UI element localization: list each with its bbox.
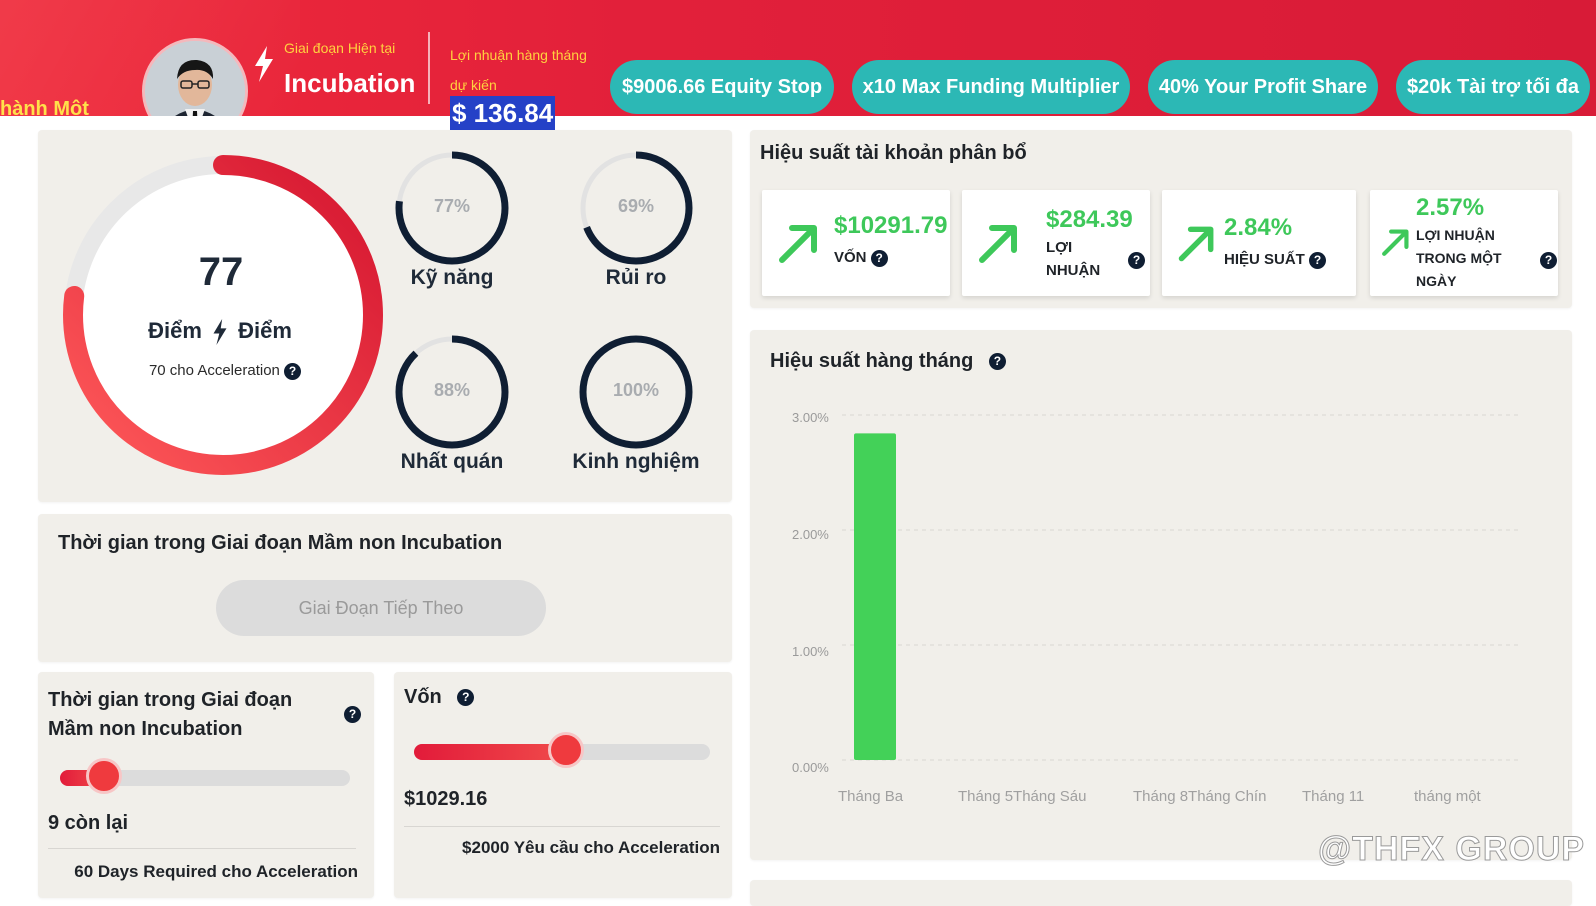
help-icon[interactable]: ? [344, 706, 361, 723]
score-unit: Điểm Điểm [140, 318, 300, 346]
arrow-up-right-icon [1178, 226, 1214, 262]
consistency-label: Nhất quán [400, 450, 504, 473]
help-icon[interactable]: ? [284, 362, 302, 380]
capital-progress-fill [414, 744, 567, 760]
equity-stop-pill[interactable]: $9006.66 Equity Stop [610, 60, 834, 114]
help-icon[interactable]: ? [1540, 252, 1557, 269]
top-header: hành Một Giai đoạn Hiện tại Incubation L… [0, 0, 1596, 116]
stat-profit-label: LỢI NHUẬN [1046, 239, 1101, 279]
x-tick-label: Tháng Ba [838, 788, 904, 805]
risk-label: Rủi ro [605, 266, 667, 289]
days-progress-handle[interactable] [85, 758, 122, 794]
capital-title-text: Vốn [404, 686, 442, 708]
current-phase-label: Giai đoạn Hiện tại [284, 40, 396, 56]
consistency-ring-progress [395, 335, 509, 449]
days-progress-track [60, 770, 350, 786]
arrow-up-right-icon [1382, 229, 1409, 256]
lightning-icon [255, 46, 273, 82]
stat-performance-value: 2.84% [1224, 214, 1293, 241]
stat-daily-profit-value: 2.57% [1416, 194, 1485, 221]
consistency-ring [395, 335, 509, 449]
max-funding-multiplier-pill[interactable]: x10 Max Funding Multiplier [852, 60, 1130, 114]
stat-card-daily-profit: 2.57% LỢI NHUẬN TRONG MỘT NGÀY ? [1370, 190, 1558, 296]
x-tick-label: tháng một [1414, 788, 1481, 805]
experience-label: Kinh nghiệm [572, 450, 700, 473]
stat-card-profit: $284.39 LỢI NHUẬN ? [962, 190, 1150, 296]
divider [48, 848, 356, 849]
help-icon[interactable]: ? [870, 249, 888, 267]
risk-ring [579, 151, 693, 265]
monthly-bar-chart [842, 414, 1522, 761]
expected-monthly-profit-value: $ 136.84 [450, 96, 556, 130]
stat-capital-label-text: VỐN [834, 249, 867, 266]
x-tick-label: Tháng 8Tháng Chín [1133, 788, 1267, 805]
experience-ring-progress [579, 335, 693, 449]
divider [404, 826, 720, 827]
score-unit-left: Điểm [148, 318, 202, 343]
stat-capital-label: VỐN ? [834, 246, 888, 269]
avatar[interactable] [142, 38, 248, 116]
score-value: 77 [198, 250, 244, 294]
x-tick-label: Tháng 11 [1302, 788, 1365, 805]
next-section-card [750, 880, 1572, 906]
current-phase-value: Incubation [284, 68, 416, 98]
y-tick-label: 1.00% [792, 644, 829, 659]
score-unit-right: Điểm [238, 318, 292, 343]
stat-capital-value: $10291.79 [834, 212, 948, 239]
stat-performance-label: HIỆU SUẤT ? [1224, 248, 1327, 271]
x-tick-label: Tháng 5Tháng Sáu [958, 788, 1087, 805]
monthly-title: Hiệu suất hàng tháng ? [770, 350, 1006, 373]
experience-ring [579, 335, 693, 449]
bar-1[interactable] [854, 433, 896, 760]
expected-monthly-profit-label: Lợi nhuận hàng tháng dự kiến [450, 47, 587, 93]
y-tick-label: 3.00% [792, 410, 829, 425]
y-tick-label: 2.00% [792, 527, 829, 542]
performance-title: Hiệu suất tài khoản phân bổ [760, 142, 1027, 164]
help-icon[interactable]: ? [1309, 251, 1327, 269]
score-gauge [63, 155, 383, 475]
days-remaining: 9 còn lại [48, 812, 129, 834]
arrow-up-right-icon [779, 225, 817, 263]
capital-card [394, 672, 732, 898]
score-threshold-note: 70 cho Acceleration ? [140, 362, 310, 380]
skill-label: Kỹ năng [410, 266, 494, 289]
stat-daily-profit-label: LỢI NHUẬN TRONG MỘT NGÀY [1416, 227, 1502, 289]
watermark: @THFX GROUP [1317, 830, 1586, 869]
phase-time-title: Thời gian trong Giai đoạn Mầm non Incuba… [58, 532, 503, 554]
score-threshold-text: 70 cho Acceleration [148, 362, 280, 379]
days-requirement: 60 Days Required cho Acceleration [74, 862, 358, 881]
capital-value: $1029.16 [404, 788, 488, 810]
help-icon[interactable]: ? [1128, 252, 1145, 269]
experience-pct: 100% [612, 380, 660, 400]
stat-card-capital: $10291.79 VỐN ? [762, 190, 950, 296]
skill-ring-progress [395, 151, 509, 265]
days-card-title: Thời gian trong Giai đoạn Mầm non Incuba… [48, 689, 293, 740]
capital-progress-handle[interactable] [548, 732, 585, 768]
consistency-pct: 88% [433, 380, 471, 400]
next-phase-button[interactable]: Giai Đoạn Tiếp Theo [216, 580, 546, 636]
max-funding-pill[interactable]: $20k Tài trợ tối đa [1396, 60, 1590, 114]
score-gauge-progress [63, 155, 383, 475]
risk-ring-progress [579, 151, 693, 265]
skill-ring [395, 151, 509, 265]
profit-share-pill[interactable]: 40% Your Profit Share [1148, 60, 1378, 114]
help-icon[interactable]: ? [988, 353, 1006, 371]
stat-performance-label-text: HIỆU SUẤT [1224, 251, 1305, 268]
help-icon[interactable]: ? [457, 689, 475, 707]
user-photo [145, 41, 245, 116]
monthly-title-text: Hiệu suất hàng tháng [770, 350, 974, 372]
y-tick-label: 0.00% [792, 760, 829, 775]
clipped-account-name: hành Một [0, 98, 89, 116]
stat-card-performance: 2.84% HIỆU SUẤT ? [1162, 190, 1356, 296]
risk-pct: 69% [617, 196, 655, 216]
header-divider [428, 32, 430, 104]
arrow-up-right-icon [979, 225, 1017, 263]
lightning-icon [213, 319, 227, 346]
capital-title: Vốn ? [404, 686, 475, 709]
capital-requirement: $2000 Yêu cầu cho Acceleration [462, 838, 720, 857]
skill-pct: 77% [433, 196, 471, 216]
stat-profit-value: $284.39 [1046, 206, 1133, 233]
